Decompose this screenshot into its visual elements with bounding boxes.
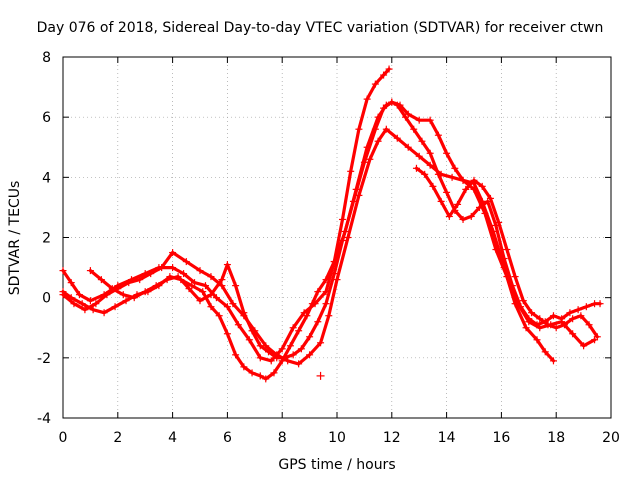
y-axis-label: SDTVAR / TECUs: [7, 181, 23, 296]
chart-title: Day 076 of 2018, Sidereal Day-to-day VTE…: [37, 20, 604, 36]
x-tick-label: 2: [113, 430, 122, 446]
x-tick-label: 20: [602, 430, 620, 446]
x-tick-label: 6: [223, 430, 232, 446]
y-tick-label: 2: [42, 231, 51, 247]
x-axis-label: GPS time / hours: [278, 457, 395, 473]
x-tick-label: 0: [59, 430, 68, 446]
x-tick-label: 14: [438, 430, 456, 446]
x-tick-labels: 0 2 4 6 8 10 12 14 16 18 20: [59, 430, 620, 446]
series-track-5: [412, 164, 601, 341]
series-track-1: [59, 65, 393, 365]
y-tick-label: 6: [42, 110, 51, 126]
x-tick-label: 4: [168, 430, 177, 446]
y-tick-label: 0: [42, 291, 51, 307]
series-track-3: [86, 98, 599, 362]
series-track-4: [59, 98, 604, 383]
grid-layer: [63, 57, 611, 418]
series-layer: [59, 65, 604, 383]
x-tick-label: 18: [547, 430, 565, 446]
series-trace: [61, 67, 391, 363]
y-tick-label: -4: [37, 411, 51, 427]
y-tick-label: 4: [42, 170, 51, 186]
y-tick-labels: -4 -2 0 2 4 6 8: [37, 50, 51, 427]
y-tick-label: -2: [37, 351, 51, 367]
series-track-2: [59, 125, 557, 368]
x-tick-label: 16: [492, 430, 510, 446]
x-tick-label: 8: [278, 430, 287, 446]
series-trace: [61, 100, 602, 381]
y-tick-label: 8: [42, 50, 51, 66]
series-trace: [88, 100, 597, 360]
x-tick-label: 12: [383, 430, 401, 446]
series-trace: [61, 127, 556, 366]
series-outlier: [316, 371, 325, 380]
x-tick-label: 10: [328, 430, 346, 446]
